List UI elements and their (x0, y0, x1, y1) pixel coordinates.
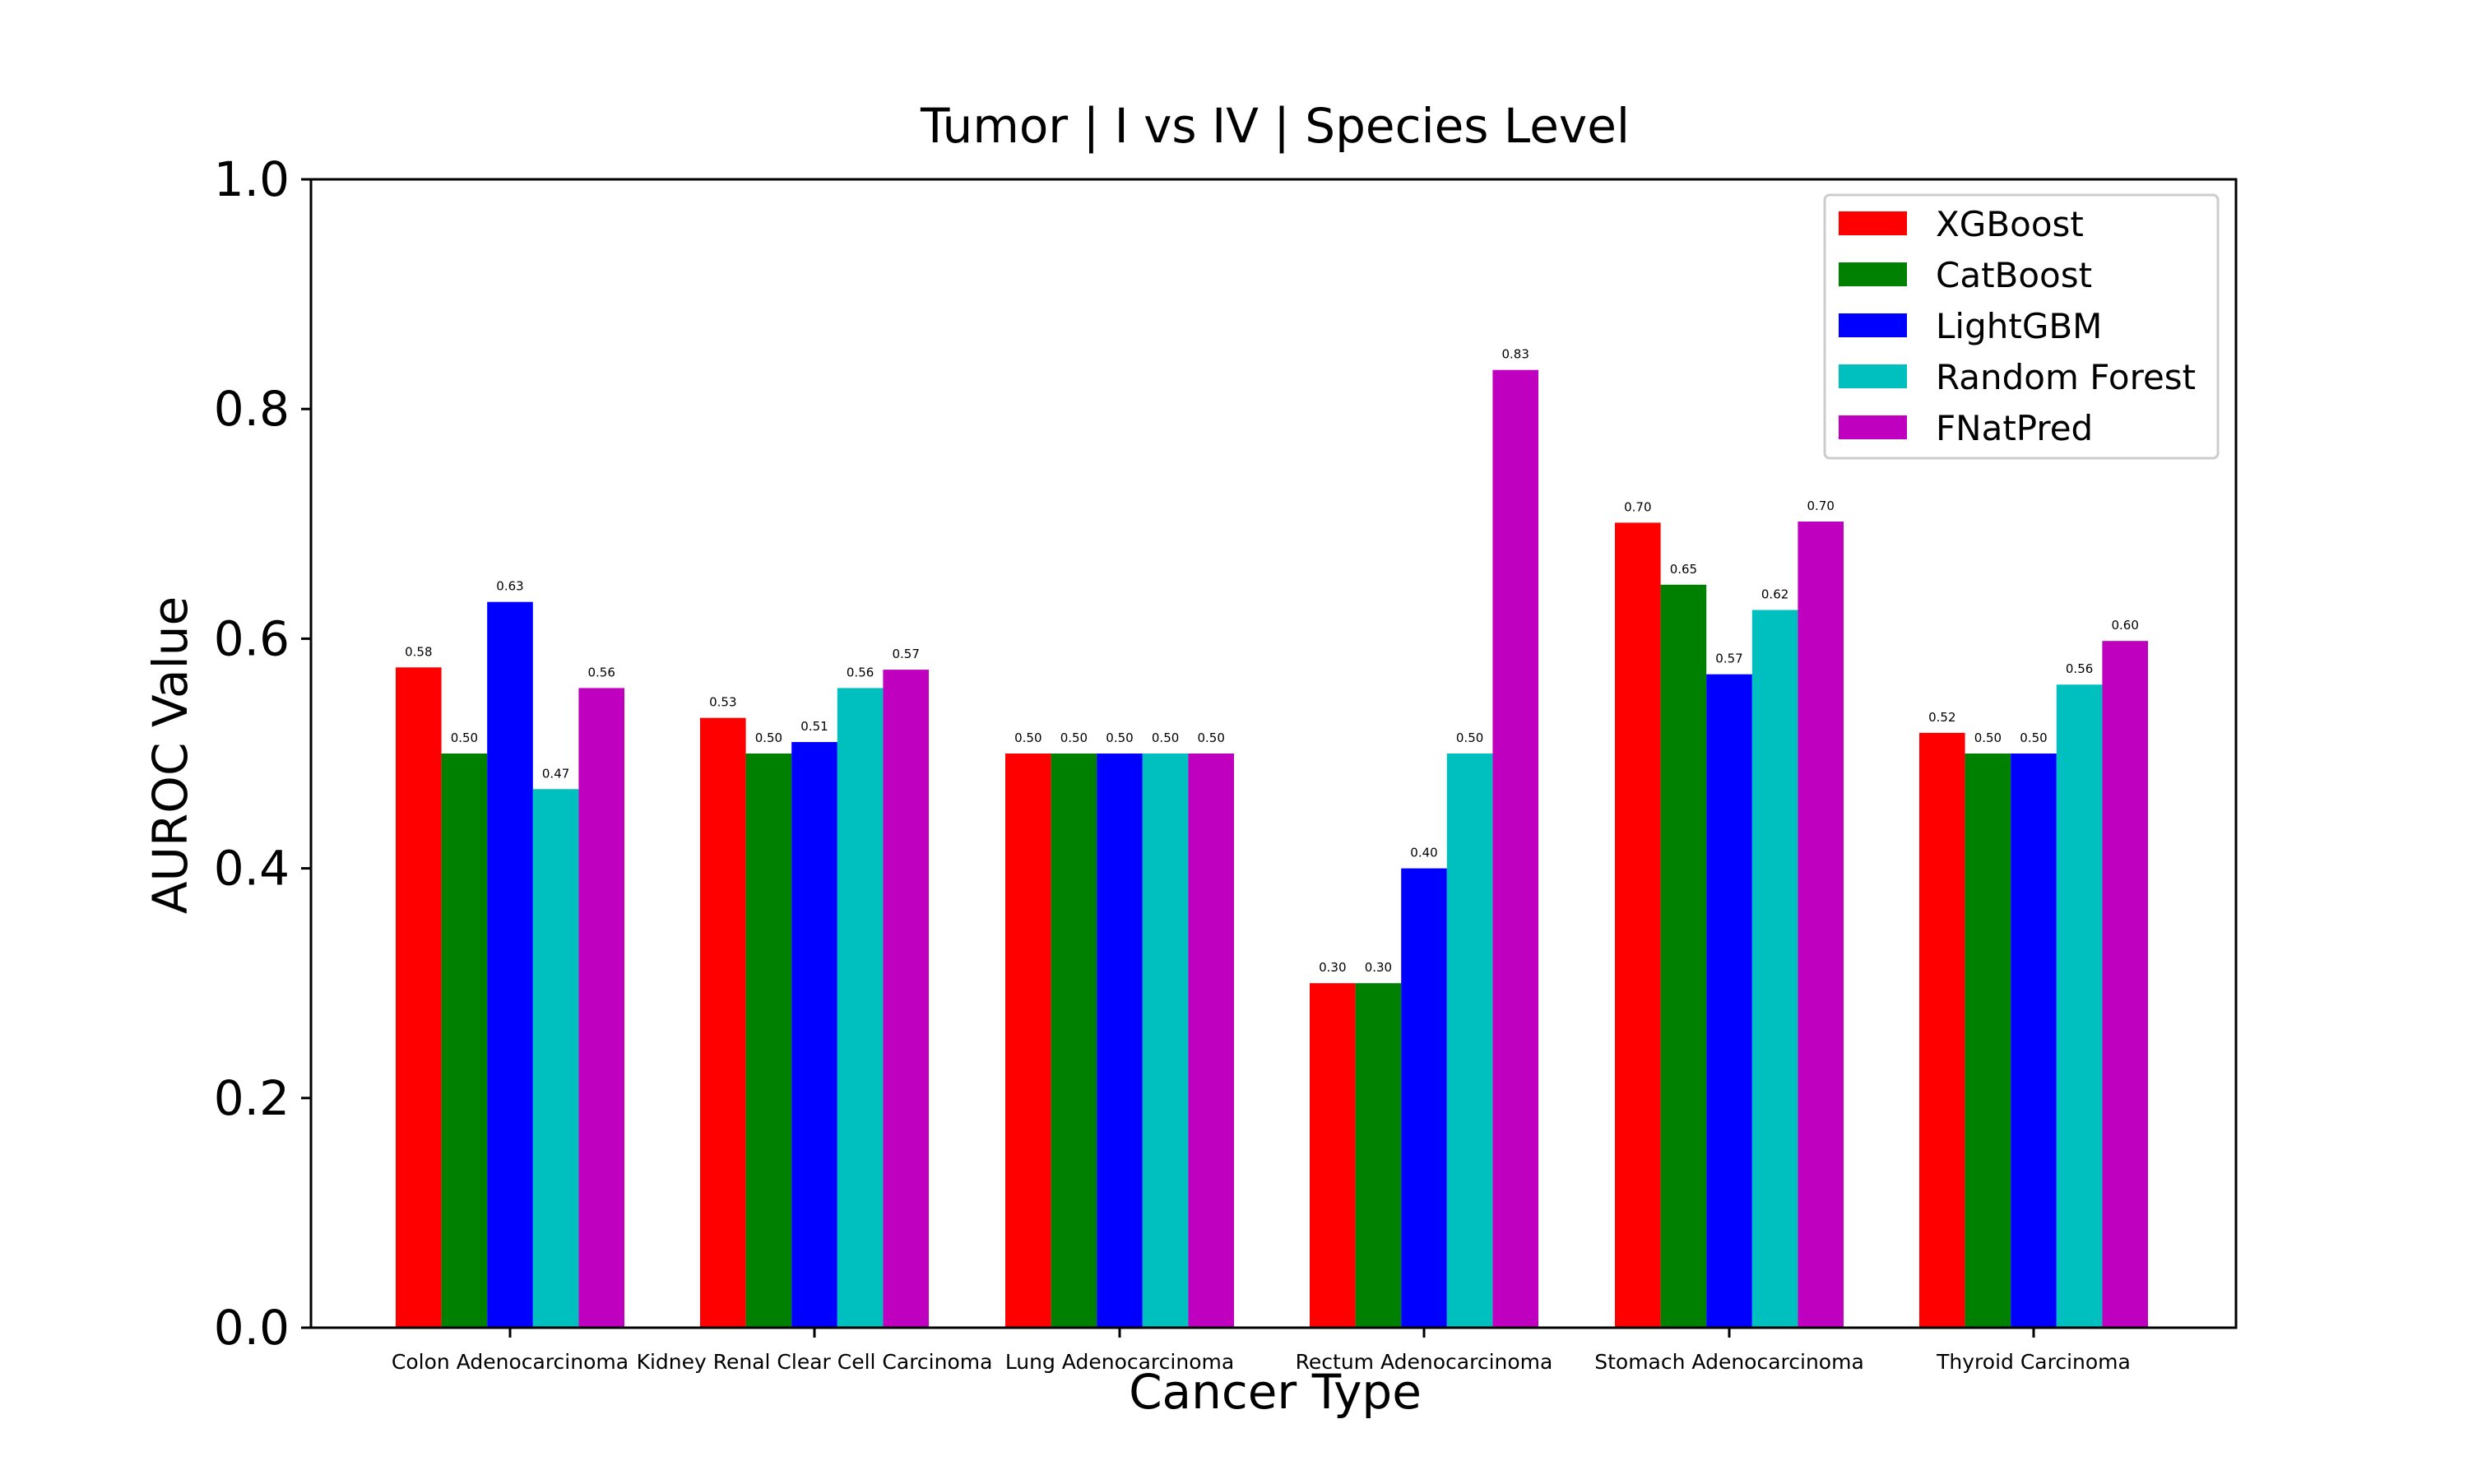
bar-random-forest-0 (532, 789, 579, 1328)
bar-xgboost-4 (1615, 522, 1661, 1328)
y-tick-label: 0.0 (214, 1300, 290, 1356)
data-label-lightgbm-2: 0.50 (1106, 730, 1133, 745)
legend-swatch (1839, 262, 1907, 286)
bar-xgboost-3 (1310, 983, 1356, 1328)
x-tick-label: Rectum Adenocarcinoma (1296, 1350, 1553, 1374)
y-axis-ticks: 0.0 0.2 0.4 0.6 0.8 1.0 (214, 151, 311, 1356)
data-label-xgboost-1: 0.53 (709, 695, 736, 710)
data-label-random-forest-5: 0.56 (2066, 661, 2093, 676)
data-label-fnatpred-5: 0.60 (2111, 618, 2138, 633)
bar-lightgbm-5 (2011, 754, 2057, 1328)
bar-catboost-4 (1660, 584, 1707, 1328)
data-label-xgboost-3: 0.30 (1319, 960, 1346, 975)
data-label-random-forest-0: 0.47 (542, 766, 569, 781)
legend-label: Random Forest (1936, 357, 2196, 397)
bar-lightgbm-0 (487, 601, 533, 1328)
data-label-catboost-4: 0.65 (1670, 562, 1697, 577)
y-tick-label: 0.6 (214, 610, 290, 666)
chart-title: Tumor | I vs IV | Species Level (920, 98, 1630, 154)
x-axis-ticks: Colon Adenocarcinoma Kidney Renal Clear C… (392, 1328, 2131, 1374)
data-label-catboost-3: 0.30 (1365, 960, 1392, 975)
x-tick-label: Kidney Renal Clear Cell Carcinoma (637, 1350, 993, 1374)
bars-layer (396, 369, 2148, 1329)
data-label-random-forest-1: 0.56 (847, 665, 874, 679)
bar-lightgbm-2 (1097, 754, 1143, 1328)
data-label-lightgbm-4: 0.57 (1715, 652, 1742, 666)
bar-random-forest-1 (837, 688, 884, 1328)
data-label-random-forest-3: 0.50 (1456, 730, 1483, 745)
bar-random-forest-3 (1446, 754, 1493, 1328)
legend-swatch (1839, 364, 1907, 388)
bar-xgboost-0 (396, 667, 442, 1328)
legend-swatch (1839, 211, 1907, 235)
data-label-catboost-1: 0.50 (755, 730, 782, 745)
data-label-fnatpred-3: 0.83 (1501, 347, 1529, 362)
y-tick-label: 0.2 (214, 1070, 290, 1126)
y-axis-label: AUROC Value (142, 596, 198, 914)
x-tick-label: Lung Adenocarcinoma (1005, 1350, 1234, 1374)
x-tick-label: Colon Adenocarcinoma (392, 1350, 629, 1374)
bar-random-forest-2 (1142, 754, 1189, 1328)
bar-catboost-0 (441, 754, 488, 1328)
bar-fnatpred-2 (1188, 754, 1234, 1328)
bar-fnatpred-0 (578, 688, 624, 1328)
bar-fnatpred-5 (2102, 641, 2148, 1328)
legend-label: XGBoost (1936, 204, 2084, 244)
bar-random-forest-5 (2056, 684, 2103, 1328)
data-label-lightgbm-0: 0.63 (496, 579, 523, 594)
data-label-fnatpred-2: 0.50 (1197, 730, 1224, 745)
bar-fnatpred-3 (1492, 369, 1538, 1329)
bar-catboost-2 (1051, 754, 1097, 1328)
bar-catboost-3 (1355, 983, 1402, 1328)
data-label-random-forest-4: 0.62 (1761, 587, 1788, 602)
bar-fnatpred-1 (883, 670, 929, 1328)
legend-label: LightGBM (1936, 306, 2102, 346)
legend-box (1823, 193, 2220, 460)
data-label-fnatpred-0: 0.56 (587, 665, 615, 679)
legend-label: CatBoost (1936, 255, 2092, 295)
bar-random-forest-4 (1751, 610, 1798, 1328)
y-tick-label: 0.8 (214, 381, 290, 437)
bar-xgboost-2 (1005, 754, 1051, 1328)
data-label-catboost-5: 0.50 (1974, 730, 2002, 745)
data-label-catboost-0: 0.50 (451, 730, 478, 745)
data-label-random-forest-2: 0.50 (1152, 730, 1179, 745)
legend-label: FNatPred (1936, 408, 2093, 448)
x-axis-label: Cancer Type (1129, 1364, 1422, 1420)
bar-catboost-1 (745, 754, 792, 1328)
bar-xgboost-5 (1919, 732, 1965, 1328)
legend-swatch (1839, 313, 1907, 337)
bar-lightgbm-4 (1706, 674, 1752, 1328)
bar-fnatpred-4 (1798, 522, 1844, 1328)
legend: XGBoost CatBoost LightGBM Random Forest FNat… (1823, 193, 2220, 460)
data-label-lightgbm-5: 0.50 (2020, 730, 2047, 745)
data-label-fnatpred-4: 0.70 (1807, 499, 1834, 513)
bar-lightgbm-3 (1401, 868, 1447, 1328)
plot-area-frame (309, 178, 2238, 1329)
y-tick-label: 0.4 (214, 841, 290, 897)
data-label-xgboost-4: 0.70 (1624, 499, 1651, 514)
legend-swatch (1839, 415, 1907, 439)
data-label-xgboost-5: 0.52 (1928, 710, 1955, 725)
bar-catboost-5 (1965, 754, 2011, 1328)
data-label-catboost-2: 0.50 (1060, 730, 1088, 745)
bar-lightgbm-1 (791, 742, 837, 1328)
x-tick-label: Thyroid Carcinoma (1936, 1350, 2131, 1374)
data-label-xgboost-2: 0.50 (1014, 730, 1041, 745)
data-label-lightgbm-1: 0.51 (800, 719, 828, 734)
y-tick-label: 1.0 (214, 151, 290, 207)
data-label-xgboost-0: 0.58 (405, 644, 432, 659)
x-tick-label: Stomach Adenocarcinoma (1594, 1350, 1864, 1374)
data-label-lightgbm-3: 0.40 (1410, 846, 1437, 860)
value-labels-layer: 0.58 0.53 0.50 0.30 0.70 0.52 0.50 0.50 0.50 0.30… (405, 347, 2139, 975)
bar-xgboost-1 (700, 717, 746, 1328)
data-label-fnatpred-1: 0.57 (892, 647, 919, 661)
